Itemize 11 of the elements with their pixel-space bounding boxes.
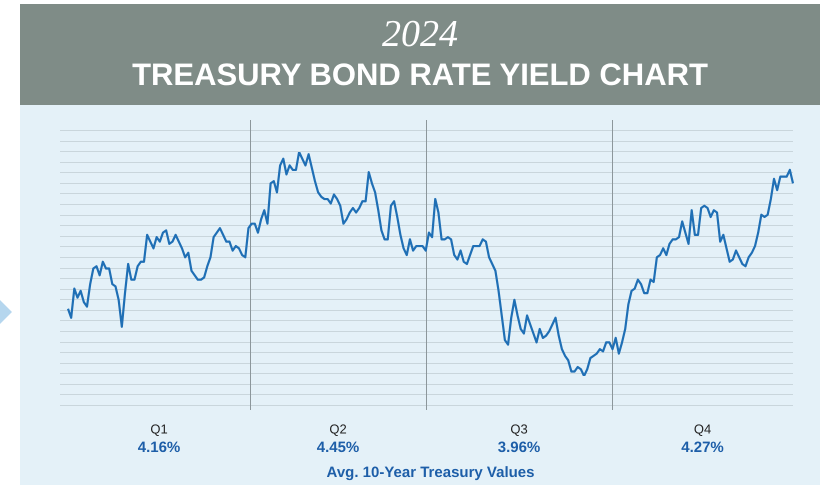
text: Avg. 10-Year Treasury Values	[326, 464, 534, 482]
text: 4.27%	[681, 439, 724, 456]
text: 3.96%	[498, 439, 540, 456]
chart-title: 2024	[381, 12, 459, 56]
text: 4.16%	[138, 439, 180, 456]
text: Q4	[694, 422, 712, 437]
text: Q1	[150, 422, 168, 437]
text: 4.45%	[316, 439, 360, 456]
text: Q2	[329, 422, 347, 437]
text: Q3	[510, 422, 528, 437]
chart-subtitle: TREASURY BOND RATE YIELD CHART	[131, 56, 709, 94]
